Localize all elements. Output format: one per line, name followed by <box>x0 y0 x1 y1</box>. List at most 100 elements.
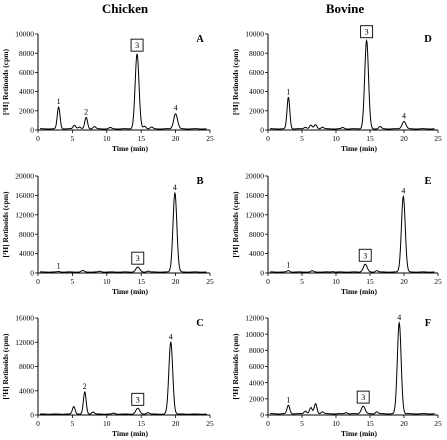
x-tick-label: 5 <box>71 134 75 143</box>
x-tick-label: 15 <box>366 419 374 428</box>
peak-label-4: 4 <box>402 111 406 120</box>
x-tick-label: 15 <box>366 134 374 143</box>
y-tick-label: 8000 <box>19 362 34 371</box>
panel-letter: C <box>196 318 204 329</box>
y-tick-label: 8000 <box>249 230 264 239</box>
peak-label-box <box>131 251 145 265</box>
x-tick-label: 0 <box>36 277 40 286</box>
x-tick-label: 25 <box>434 134 442 143</box>
x-axis-title: Time (min) <box>112 429 148 438</box>
y-tick-label: 0 <box>260 411 264 420</box>
peak-label-2: 2 <box>83 382 87 391</box>
peak-label-3: 3 <box>361 393 365 402</box>
y-tick-label: 12000 <box>15 338 34 347</box>
y-tick-label: 4000 <box>19 249 34 258</box>
x-tick-label: 0 <box>266 419 270 428</box>
x-tick-label: 0 <box>266 277 270 286</box>
y-tick-label: 20000 <box>15 172 34 181</box>
y-tick-label: 10000 <box>245 330 264 339</box>
chromatogram-trace <box>270 194 435 273</box>
x-tick-label: 25 <box>206 134 214 143</box>
chart-panel-f: 0 5 10 15 20 25 0 2000 4000 6000 8000 10000 12000 Tim… <box>231 313 442 438</box>
peak-label-1: 1 <box>286 395 290 404</box>
x-tick-label: 10 <box>332 134 340 143</box>
x-tick-label: 15 <box>366 277 374 286</box>
x-tick-label: 15 <box>137 134 145 143</box>
column-title-chicken: Chicken <box>102 1 149 16</box>
peak-label-box <box>131 392 145 406</box>
y-tick-label: 6000 <box>19 68 34 77</box>
y-tick-label: 4000 <box>19 87 34 96</box>
y-tick-label: 12000 <box>245 314 264 323</box>
chromatogram-trace <box>40 191 207 273</box>
x-tick-label: 15 <box>137 419 145 428</box>
y-axis-title: [³H] Retinoids (cpm) <box>1 191 10 257</box>
y-tick-label: 12000 <box>245 210 264 219</box>
peak-label-4: 4 <box>401 186 405 195</box>
x-tick-label: 20 <box>400 277 408 286</box>
panel-letter: A <box>196 34 204 45</box>
x-tick-label: 25 <box>206 419 214 428</box>
y-tick-label: 8000 <box>249 49 264 58</box>
x-tick-label: 15 <box>137 277 145 286</box>
y-tick-label: 16000 <box>245 191 264 200</box>
peak-label-box <box>358 248 372 262</box>
y-tick-label: 8000 <box>19 49 34 58</box>
x-tick-label: 10 <box>103 134 111 143</box>
y-tick-label: 4000 <box>249 249 264 258</box>
peak-label-box <box>130 38 144 52</box>
y-tick-label: 8000 <box>249 346 264 355</box>
x-tick-label: 5 <box>300 134 304 143</box>
y-tick-label: 4000 <box>249 87 264 96</box>
chart-panel-a: 0 5 10 15 20 25 0 2000 4000 6000 8000 10000 Time (mi… <box>1 30 214 153</box>
x-tick-label: 5 <box>71 419 75 428</box>
y-tick-label: 2000 <box>249 394 264 403</box>
y-tick-label: 0 <box>30 411 34 420</box>
chart-panel-b: 0 5 10 15 20 25 0 4000 8000 12000 16000 20000 Time (… <box>1 172 214 296</box>
y-tick-label: 8000 <box>19 230 34 239</box>
panel-letter: F <box>425 318 431 329</box>
x-tick-label: 25 <box>206 277 214 286</box>
peak-label-3: 3 <box>136 395 140 404</box>
panel-letter: B <box>196 176 203 187</box>
x-tick-label: 10 <box>332 419 340 428</box>
y-tick-label: 2000 <box>19 106 34 115</box>
x-tick-label: 0 <box>266 134 270 143</box>
x-tick-label: 10 <box>103 419 111 428</box>
y-tick-label: 12000 <box>15 210 34 219</box>
x-tick-label: 25 <box>434 419 442 428</box>
x-tick-label: 20 <box>172 419 180 428</box>
y-axis-title: [³H] Retinoids (cpm) <box>231 333 240 399</box>
y-axis-title: [³H] Retinoids (cpm) <box>1 333 10 399</box>
peak-label-3: 3 <box>136 254 140 263</box>
chromatogram-trace <box>40 340 207 415</box>
column-title-bovine: Bovine <box>326 1 365 16</box>
x-tick-label: 20 <box>400 134 408 143</box>
peak-label-4: 4 <box>173 183 177 192</box>
peak-label-box <box>360 25 374 39</box>
peak-label-3: 3 <box>135 41 139 50</box>
peak-label-box <box>356 390 370 404</box>
y-tick-label: 20000 <box>245 172 264 181</box>
peak-label-2: 2 <box>84 108 88 117</box>
y-tick-label: 4000 <box>249 378 264 387</box>
chromatogram-trace <box>270 321 435 415</box>
chart-panel-c: 0 5 10 15 20 25 0 4000 8000 12000 16000 Time (min) [… <box>1 314 214 438</box>
y-tick-label: 4000 <box>19 386 34 395</box>
peak-label-3: 3 <box>363 251 367 260</box>
y-tick-label: 6000 <box>249 362 264 371</box>
peak-label-1: 1 <box>286 261 290 270</box>
panel-letter: E <box>424 176 431 187</box>
y-tick-label: 2000 <box>249 106 264 115</box>
x-axis-title: Time (min) <box>341 144 377 153</box>
x-tick-label: 5 <box>300 277 304 286</box>
peak-label-1: 1 <box>57 262 61 271</box>
y-tick-label: 16000 <box>15 191 34 200</box>
y-axis-title: [³H] Retinoids (cpm) <box>231 49 240 115</box>
peak-label-4: 4 <box>169 332 173 341</box>
chart-panel-d: 0 5 10 15 20 25 0 2000 4000 6000 8000 10000 Time (mi… <box>231 25 442 153</box>
peak-label-1: 1 <box>286 87 290 96</box>
y-tick-label: 6000 <box>249 68 264 77</box>
x-tick-label: 5 <box>300 419 304 428</box>
